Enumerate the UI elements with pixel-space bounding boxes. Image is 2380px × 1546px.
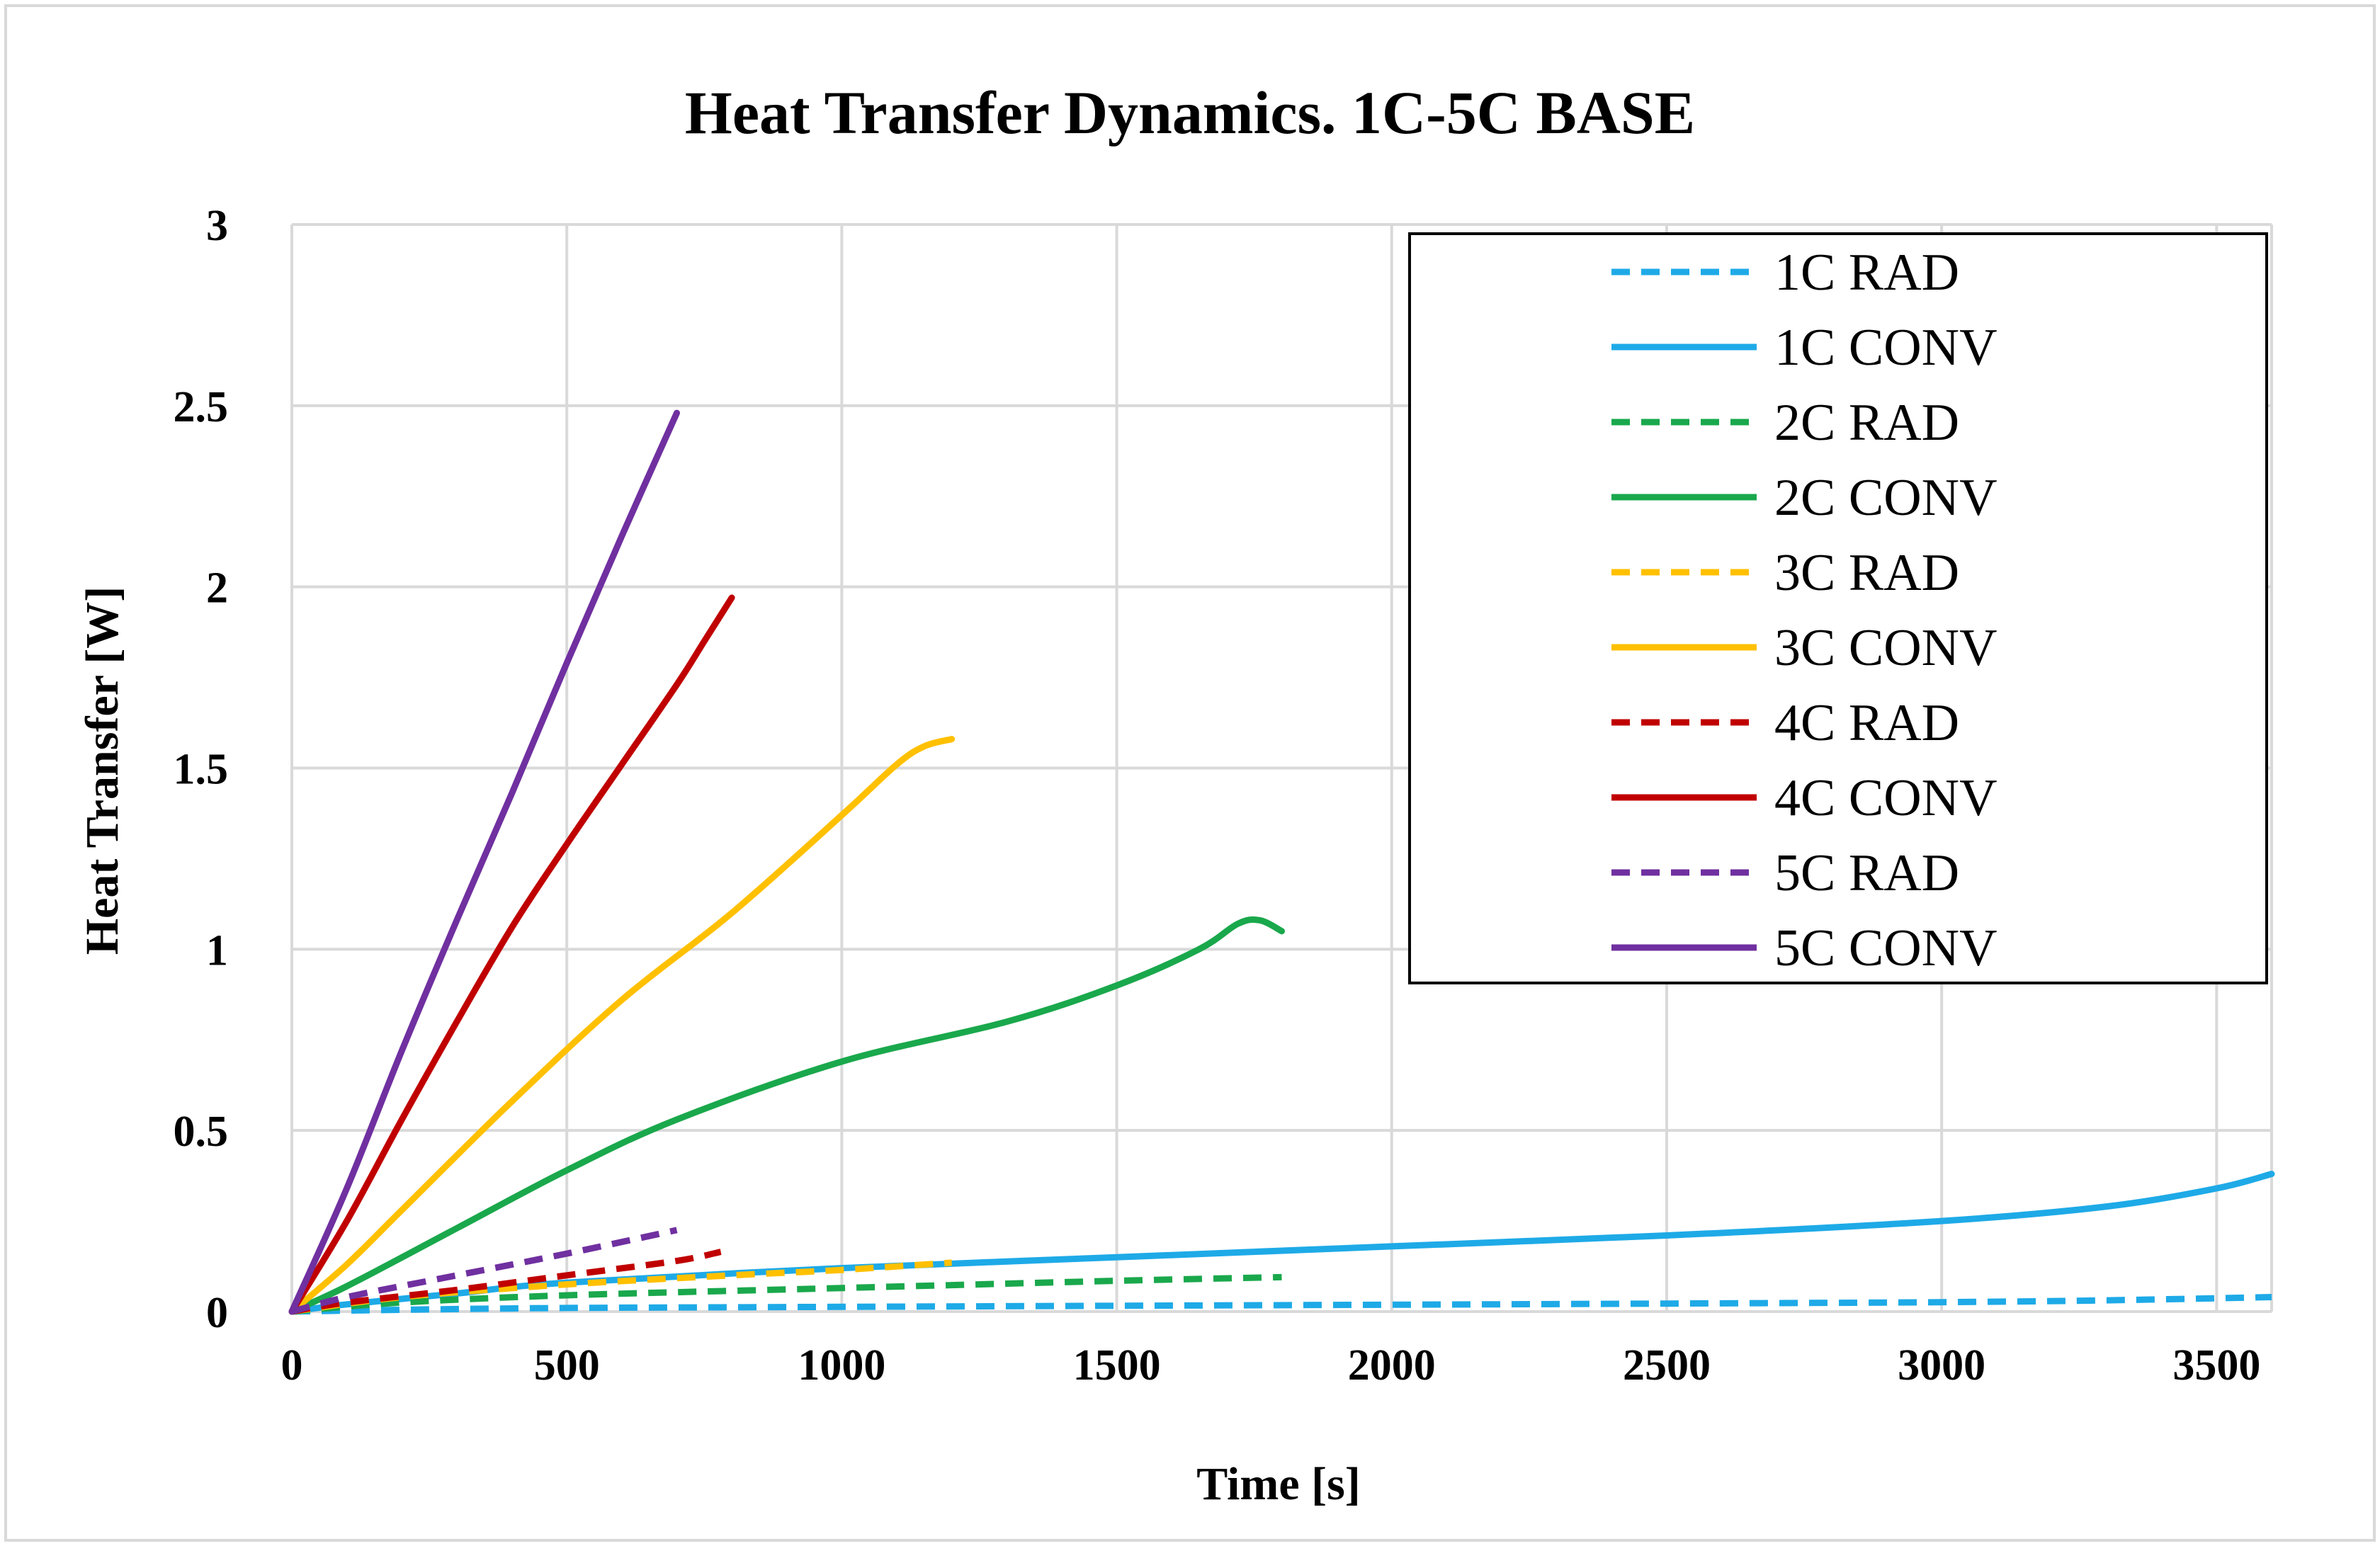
legend-box bbox=[1408, 232, 2268, 984]
legend-item: 1C RAD bbox=[1611, 244, 1959, 302]
legend-label: 1C CONV bbox=[1774, 319, 1998, 377]
legend-item: 2C CONV bbox=[1611, 469, 1998, 527]
series-line-1c-conv bbox=[288, 1171, 2275, 1315]
legend-label: 5C RAD bbox=[1774, 844, 1959, 902]
series-line-4c-rad bbox=[291, 1249, 722, 1315]
legend-label: 3C CONV bbox=[1774, 619, 1998, 677]
legend-label: 4C CONV bbox=[1774, 769, 1998, 827]
legend-item: 4C CONV bbox=[1611, 769, 1998, 827]
legend-label: 2C CONV bbox=[1774, 469, 1998, 527]
y-axis-title: Heat Transfer [W] bbox=[76, 586, 128, 955]
y-tick-label: 0 bbox=[206, 1289, 228, 1337]
legend-label: 5C CONV bbox=[1774, 919, 1998, 977]
x-axis-ticks: 0 500 1000 1500 2000 2500 3000 3500 bbox=[281, 1341, 2261, 1389]
series-line-4c-conv bbox=[288, 594, 735, 1315]
series-line-1c-rad bbox=[291, 1294, 2272, 1315]
x-tick-label: 3000 bbox=[1898, 1341, 1985, 1389]
legend-item: 3C RAD bbox=[1611, 544, 1959, 602]
legend-label: 3C RAD bbox=[1774, 544, 1959, 602]
series-line-2c-conv bbox=[288, 916, 1285, 1315]
x-tick-label: 500 bbox=[534, 1341, 600, 1389]
y-axis-ticks: 0 0.5 1 1.5 2 2.5 3 bbox=[174, 202, 229, 1337]
legend-items: 1C RAD 1C CONV 2C RAD 2C CONV 3C RAD 3C CONV 4… bbox=[1611, 244, 1998, 977]
series-line-5c-conv bbox=[288, 409, 680, 1315]
series-lines bbox=[288, 409, 2275, 1315]
legend-item: 2C RAD bbox=[1611, 394, 1959, 452]
legend-label: 4C RAD bbox=[1774, 694, 1959, 752]
x-tick-label: 1000 bbox=[798, 1341, 885, 1389]
series-line-2c-rad bbox=[291, 1273, 1282, 1315]
x-tick-label: 2500 bbox=[1623, 1341, 1711, 1389]
legend-item: 1C CONV bbox=[1611, 319, 1998, 377]
y-tick-label: 3 bbox=[206, 202, 228, 250]
y-tick-label: 0.5 bbox=[174, 1108, 229, 1156]
y-tick-label: 2.5 bbox=[174, 383, 229, 431]
legend: 1C RAD 1C CONV 2C RAD 2C CONV 3C RAD 3C CONV 4… bbox=[1408, 232, 2268, 984]
legend-item: 5C CONV bbox=[1611, 919, 1998, 977]
legend-label: 1C RAD bbox=[1774, 244, 1959, 302]
x-tick-label: 1500 bbox=[1073, 1341, 1161, 1389]
legend-item: 3C CONV bbox=[1611, 619, 1998, 677]
legend-label: 2C RAD bbox=[1774, 394, 1959, 452]
x-tick-label: 3500 bbox=[2172, 1341, 2260, 1389]
y-tick-label: 2 bbox=[206, 564, 228, 613]
legend-item: 5C RAD bbox=[1611, 844, 1959, 902]
x-tick-label: 0 bbox=[281, 1341, 303, 1389]
x-tick-label: 2000 bbox=[1348, 1341, 1436, 1389]
legend-item: 4C RAD bbox=[1611, 694, 1959, 752]
series-line-3c-conv bbox=[288, 736, 956, 1315]
chart-title: Heat Transfer Dynamics. 1C-5C BASE bbox=[685, 79, 1695, 147]
x-axis-title: Time [s] bbox=[1196, 1458, 1361, 1510]
y-tick-label: 1 bbox=[206, 926, 228, 974]
y-tick-label: 1.5 bbox=[174, 746, 229, 794]
